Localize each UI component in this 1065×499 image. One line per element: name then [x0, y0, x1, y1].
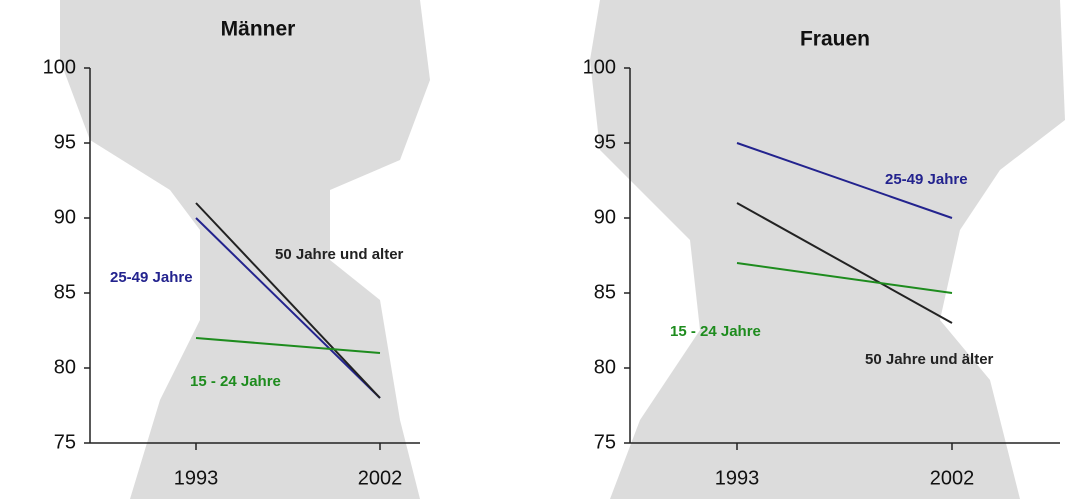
y-tick-label: 100: [583, 56, 616, 78]
page: Männer Frauen 75 80 85 90 95 100 1993 2002 25-49…: [0, 0, 1065, 499]
y-tick-label: 85: [54, 281, 76, 303]
x-tick-label: 2002: [358, 467, 403, 489]
series-label: 50 Jahre und alter: [275, 246, 404, 263]
chart-title: Frauen: [800, 28, 870, 51]
chart-title: Männer: [221, 18, 296, 41]
x-tick-label: 1993: [715, 467, 760, 489]
y-tick-label: 90: [54, 206, 76, 228]
series-label: 25-49 Jahre: [885, 171, 968, 188]
y-tick-label: 75: [594, 431, 616, 453]
y-tick-label: 95: [594, 131, 616, 153]
y-tick-label: 90: [594, 206, 616, 228]
series-label: 50 Jahre und älter: [865, 351, 994, 368]
y-tick-label: 80: [54, 356, 76, 378]
chart: Männer Frauen 75 80 85 90 95 100 1993 2002 25-49…: [0, 0, 1065, 499]
y-tick-label: 95: [54, 131, 76, 153]
background-silhouettes: [60, 0, 1065, 499]
series-label: 15 - 24 Jahre: [190, 373, 281, 390]
x-tick-label: 1993: [174, 467, 219, 489]
y-tick-label: 80: [594, 356, 616, 378]
series-label: 25-49 Jahre: [110, 269, 193, 286]
y-tick-label: 85: [594, 281, 616, 303]
y-tick-label: 100: [43, 56, 76, 78]
series-label: 15 - 24 Jahre: [670, 323, 761, 340]
y-tick-label: 75: [54, 431, 76, 453]
x-tick-label: 2002: [930, 467, 975, 489]
